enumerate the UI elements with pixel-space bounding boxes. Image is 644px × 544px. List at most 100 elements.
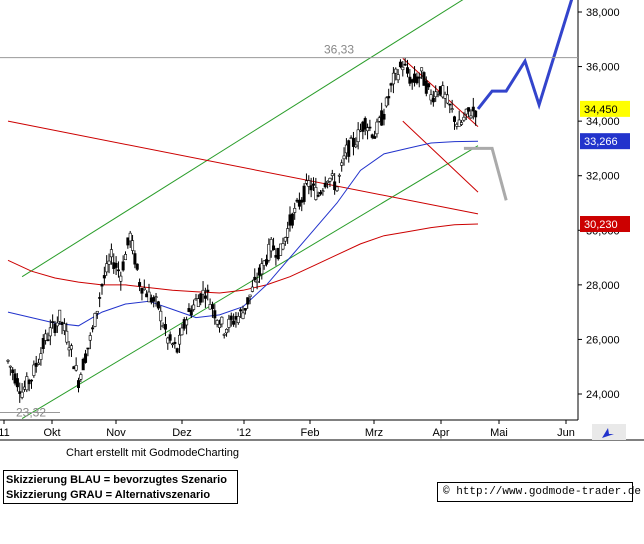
candle-body bbox=[142, 287, 146, 290]
candle-body bbox=[328, 177, 332, 182]
candle-body bbox=[469, 115, 473, 119]
candle-body bbox=[119, 275, 123, 282]
candle-body bbox=[225, 328, 229, 334]
candle-body bbox=[156, 301, 160, 309]
legend-grey: Skizzierung GRAU = Alternativszenario bbox=[6, 489, 211, 501]
price-tag-label: 34,450 bbox=[584, 104, 618, 116]
candle-body bbox=[27, 379, 31, 385]
candle-body bbox=[243, 308, 247, 311]
candle-body bbox=[253, 276, 257, 281]
high-label: 36,33 bbox=[324, 43, 354, 57]
candle-body bbox=[462, 116, 466, 121]
candle-body bbox=[401, 66, 405, 71]
candle-body bbox=[358, 129, 362, 132]
candle-body bbox=[69, 345, 73, 350]
candle-body bbox=[109, 249, 113, 258]
candle-body bbox=[293, 208, 297, 213]
candle-body bbox=[257, 267, 261, 276]
candle-body bbox=[175, 348, 179, 353]
candle-body bbox=[91, 327, 95, 330]
x-tick-label: '12 bbox=[237, 427, 251, 439]
candle-body bbox=[135, 263, 139, 270]
candle-body bbox=[41, 338, 45, 349]
candle-body bbox=[168, 334, 172, 341]
scenario-sketches bbox=[463, 0, 574, 201]
candle-body bbox=[154, 296, 158, 298]
candle-body bbox=[443, 93, 447, 99]
candle-body bbox=[222, 334, 226, 336]
candle-body bbox=[344, 144, 348, 154]
candle-body bbox=[203, 295, 207, 299]
x-tick-label: Mrz bbox=[365, 427, 383, 439]
candle-body bbox=[290, 213, 294, 226]
low-label: 23,32 bbox=[16, 406, 46, 420]
candle-body bbox=[361, 121, 365, 132]
candle-body bbox=[239, 309, 243, 312]
candle-body bbox=[394, 68, 398, 74]
x-tick-label: Nov bbox=[106, 427, 126, 439]
candle-body bbox=[147, 291, 151, 303]
candle-body bbox=[55, 322, 59, 327]
x-tick-label: Okt bbox=[43, 427, 60, 439]
candle-body bbox=[413, 73, 417, 83]
y-tick-label: 32,000 bbox=[586, 171, 620, 183]
candle-body bbox=[44, 333, 48, 341]
candle-body bbox=[262, 260, 266, 266]
scenario-blau bbox=[476, 0, 574, 110]
candle-body bbox=[389, 83, 393, 86]
candle-body bbox=[88, 335, 92, 341]
candle-body bbox=[340, 162, 344, 166]
candle-body bbox=[319, 192, 323, 195]
candle-body bbox=[187, 308, 191, 312]
candle-body bbox=[415, 76, 419, 84]
candle-body bbox=[248, 294, 252, 298]
candle-body bbox=[29, 379, 33, 382]
candle-body bbox=[396, 74, 400, 81]
candle-body bbox=[260, 263, 264, 275]
candle-body bbox=[114, 262, 118, 268]
candle-body bbox=[178, 334, 182, 345]
pointer-icon[interactable] bbox=[592, 424, 626, 440]
candle-body bbox=[185, 319, 189, 326]
candle-body bbox=[326, 180, 330, 184]
candle-body bbox=[48, 327, 52, 337]
candle-body bbox=[269, 239, 273, 252]
scenario-legend: Skizzierung BLAU = bevorzugtes Szenario … bbox=[3, 470, 238, 504]
candle-body bbox=[171, 343, 175, 346]
candle-body bbox=[152, 297, 156, 302]
candle-body bbox=[403, 63, 407, 66]
candle-body bbox=[420, 67, 424, 72]
price-tag-label: 30,230 bbox=[584, 219, 618, 231]
price-tag-bg bbox=[580, 133, 630, 150]
candle-body bbox=[145, 293, 149, 298]
candle-body bbox=[124, 254, 128, 261]
candle-body bbox=[131, 240, 135, 251]
candle-body bbox=[474, 110, 478, 118]
candle-body bbox=[15, 378, 19, 388]
trend-line bbox=[7, 120, 479, 215]
candle-body bbox=[405, 67, 409, 74]
candle-body bbox=[218, 324, 222, 328]
candle-body bbox=[434, 91, 438, 98]
candle-body bbox=[138, 282, 142, 287]
candle-body bbox=[227, 318, 231, 328]
candle-body bbox=[232, 320, 236, 325]
candle-body bbox=[460, 122, 464, 125]
source-link[interactable]: © http://www.godmode-trader.de bbox=[437, 482, 641, 502]
candle-body bbox=[11, 369, 15, 374]
candle-body bbox=[107, 260, 111, 265]
candle-body bbox=[349, 137, 353, 140]
candle-body bbox=[274, 255, 278, 258]
x-tick-label: Jun bbox=[557, 427, 575, 439]
candle-body bbox=[422, 72, 426, 86]
candle-body bbox=[323, 182, 327, 188]
candle-body bbox=[380, 110, 384, 126]
candle-body bbox=[67, 347, 71, 351]
price-tag-label: 33,266 bbox=[584, 136, 618, 148]
candle-body bbox=[333, 181, 337, 190]
candle-body bbox=[166, 337, 170, 344]
candle-body bbox=[366, 127, 370, 132]
candle-body bbox=[431, 97, 435, 103]
candle-body bbox=[72, 366, 76, 370]
candle-body bbox=[74, 365, 78, 371]
